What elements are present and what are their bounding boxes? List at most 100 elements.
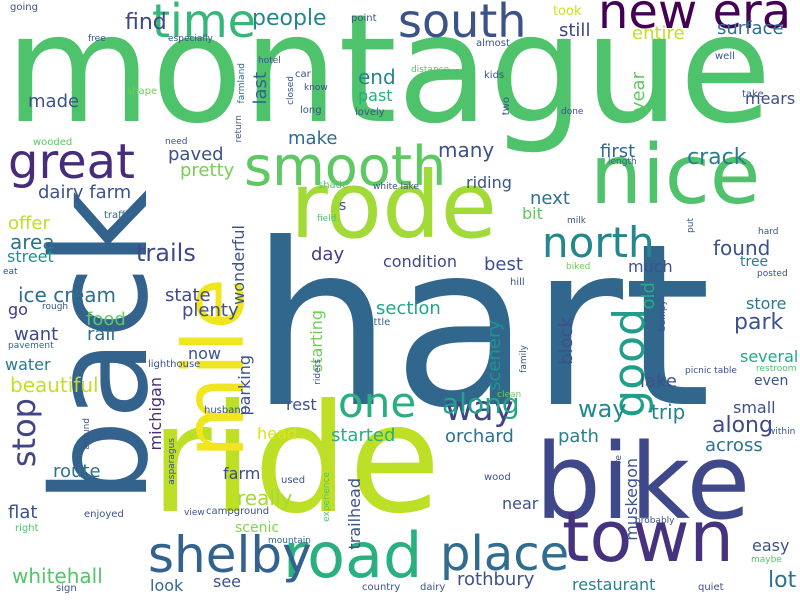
cloud-word: especially bbox=[168, 34, 213, 44]
cloud-word: within bbox=[768, 427, 796, 437]
cloud-word: state bbox=[165, 285, 211, 306]
cloud-word: closed bbox=[286, 76, 296, 105]
cloud-word: trip bbox=[651, 400, 686, 424]
cloud-word: really bbox=[237, 486, 293, 510]
cloud-word: restaurant bbox=[572, 575, 656, 594]
cloud-word: point bbox=[351, 13, 377, 24]
cloud-word: picnic table bbox=[685, 366, 737, 376]
cloud-word: shade bbox=[318, 180, 349, 191]
cloud-word: first bbox=[600, 141, 636, 162]
cloud-word: lovely bbox=[355, 107, 385, 118]
cloud-word: wood bbox=[484, 472, 511, 483]
cloud-word: started bbox=[331, 425, 396, 446]
cloud-word: dairy bbox=[420, 582, 446, 593]
cloud-word: much bbox=[628, 257, 673, 276]
cloud-word: know bbox=[304, 83, 328, 93]
cloud-word: day bbox=[311, 244, 345, 265]
cloud-word: scenery bbox=[484, 320, 505, 391]
cloud-word: quiet bbox=[698, 582, 724, 593]
cloud-word: take bbox=[742, 89, 764, 100]
cloud-word: nice bbox=[590, 128, 761, 223]
cloud-word: traffic bbox=[104, 210, 134, 221]
cloud-word: still bbox=[559, 20, 591, 41]
cloud-word: lighthouse bbox=[148, 359, 201, 370]
cloud-word: wooded bbox=[33, 137, 73, 148]
cloud-word: section bbox=[376, 298, 441, 319]
cloud-word: road bbox=[283, 519, 423, 592]
cloud-word: see bbox=[213, 572, 242, 591]
cloud-word: biked bbox=[566, 262, 591, 272]
cloud-word: probably bbox=[635, 516, 675, 526]
cloud-word: find bbox=[125, 10, 167, 35]
cloud-word: posted bbox=[757, 269, 788, 279]
cloud-word: hotel bbox=[258, 56, 281, 66]
cloud-word: near bbox=[502, 494, 539, 513]
cloud-word: almost bbox=[476, 38, 510, 49]
cloud-word: time bbox=[152, 0, 256, 48]
cloud-word: maybe bbox=[751, 555, 782, 565]
cloud-word: entire bbox=[632, 23, 685, 44]
cloud-word: along bbox=[442, 387, 520, 420]
cloud-word: enjoyed bbox=[84, 509, 124, 520]
cloud-word: place bbox=[440, 526, 570, 582]
cloud-word: s bbox=[339, 198, 347, 214]
cloud-word: rode bbox=[290, 152, 498, 259]
cloud-word: rail bbox=[87, 324, 116, 345]
cloud-word: little bbox=[368, 317, 391, 328]
cloud-word: way bbox=[578, 395, 627, 423]
cloud-word: one bbox=[338, 378, 417, 427]
cloud-word: plenty bbox=[182, 300, 239, 321]
cloud-word: michigan bbox=[146, 377, 165, 451]
cloud-word: field bbox=[317, 214, 337, 224]
cloud-word: route bbox=[53, 461, 101, 482]
cloud-word: several bbox=[740, 347, 799, 366]
cloud-word: hill bbox=[510, 277, 525, 288]
cloud-word: end bbox=[358, 65, 396, 89]
cloud-word: pavement bbox=[8, 341, 54, 351]
cloud-word: going bbox=[10, 2, 38, 13]
cloud-word: rest bbox=[286, 395, 317, 414]
cloud-word: husband bbox=[204, 405, 248, 416]
cloud-word: smooth bbox=[244, 135, 447, 198]
cloud-word: best bbox=[484, 254, 523, 275]
cloud-word: store bbox=[746, 294, 787, 313]
cloud-word: street bbox=[7, 247, 54, 266]
cloud-word: family bbox=[519, 345, 529, 373]
cloud-word: rothbury bbox=[457, 569, 535, 590]
cloud-word: free bbox=[88, 34, 106, 44]
cloud-word: along bbox=[712, 413, 773, 438]
cloud-word: distance bbox=[411, 65, 450, 75]
cloud-word: took bbox=[553, 4, 582, 19]
cloud-word: water bbox=[5, 355, 51, 374]
cloud-word: mears bbox=[745, 89, 796, 108]
cloud-word: block bbox=[556, 317, 577, 365]
cloud-word: hart bbox=[250, 196, 712, 458]
cloud-word: town bbox=[562, 496, 734, 578]
cloud-word: montague bbox=[5, 0, 772, 157]
cloud-word: path bbox=[558, 426, 599, 447]
cloud-word: bumpy bbox=[658, 300, 668, 332]
cloud-word: park bbox=[734, 310, 784, 335]
cloud-word: easy bbox=[752, 536, 790, 555]
cloud-word: eat bbox=[3, 267, 18, 277]
cloud-word: done bbox=[561, 107, 584, 117]
cloud-word: people bbox=[252, 6, 327, 31]
cloud-word: last bbox=[250, 72, 271, 105]
cloud-word: crack bbox=[687, 145, 747, 170]
cloud-word: riding bbox=[466, 173, 512, 192]
cloud-word: way bbox=[445, 389, 514, 429]
cloud-word: need bbox=[165, 137, 188, 147]
cloud-word: milk bbox=[567, 216, 586, 226]
cloud-word: length bbox=[608, 157, 637, 167]
cloud-word: lake bbox=[640, 371, 677, 392]
cloud-word: old bbox=[638, 282, 659, 310]
cloud-word: make bbox=[288, 128, 338, 149]
cloud-word: south bbox=[398, 0, 527, 48]
cloud-word: across bbox=[705, 435, 763, 456]
cloud-word: paved bbox=[168, 144, 224, 165]
cloud-word: campground bbox=[206, 506, 270, 517]
cloud-word: year bbox=[628, 72, 649, 113]
cloud-word: asparagus bbox=[167, 438, 177, 485]
cloud-word: ice cream bbox=[18, 283, 117, 307]
cloud-word: rough bbox=[42, 302, 69, 312]
